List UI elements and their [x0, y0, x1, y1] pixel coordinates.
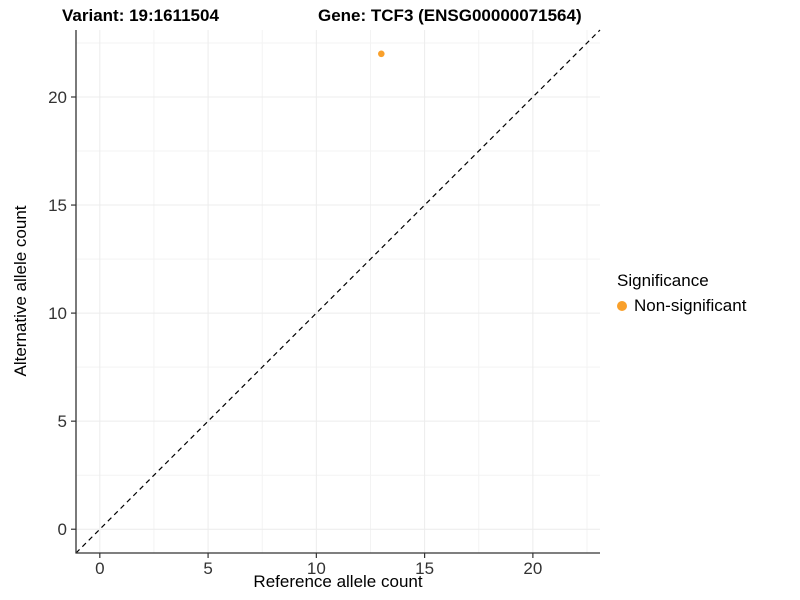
plot-title-gene: Gene: TCF3 (ENSG00000071564)	[318, 6, 582, 25]
legend-item-label: Non-significant	[634, 296, 747, 315]
gridlines-minor	[76, 30, 600, 553]
y-tick-label: 10	[48, 304, 67, 323]
x-tick-label: 20	[523, 559, 542, 578]
y-tick-label: 15	[48, 196, 67, 215]
y-tick-labels: 0 5 10 15 20	[48, 88, 67, 539]
x-axis-title: Reference allele count	[253, 572, 423, 591]
axis-lines	[75, 30, 600, 554]
x-tick-label: 5	[203, 559, 212, 578]
y-axis-title: Alternative allele count	[11, 205, 30, 377]
legend: Significance Non-significant	[617, 271, 746, 316]
x-tick-label: 15	[415, 559, 434, 578]
axis-ticks	[71, 96, 534, 558]
legend-title: Significance	[617, 271, 709, 290]
identity-dashed-line	[75, 29, 601, 554]
y-tick-label: 5	[58, 412, 67, 431]
data-point	[378, 50, 385, 58]
data-points	[378, 50, 385, 58]
x-tick-labels: 0 5 10 15 20	[95, 559, 542, 578]
x-tick-label: 10	[307, 559, 326, 578]
y-tick-label: 20	[48, 88, 67, 107]
legend-item: Non-significant	[617, 296, 746, 316]
y-tick-label: 0	[58, 520, 67, 539]
gridlines-major	[76, 30, 600, 553]
plot-title-variant: Variant: 19:1611504	[62, 6, 219, 25]
x-tick-label: 0	[95, 559, 104, 578]
legend-key-point-icon	[617, 301, 627, 311]
